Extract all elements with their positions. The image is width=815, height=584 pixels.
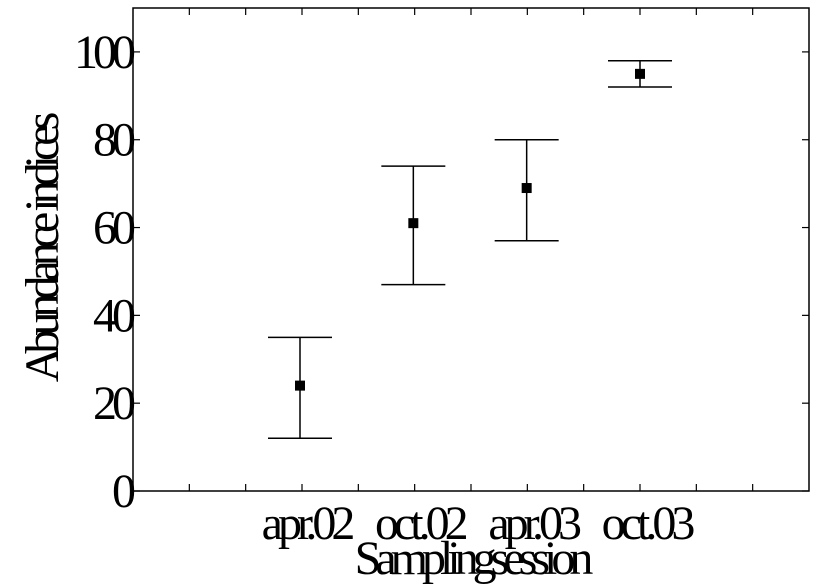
- data-point: [295, 380, 305, 391]
- y-axis: 0 20 40 60 80 100: [74, 26, 809, 518]
- x-axis: apr.02 oct.02 apr.03 oct.03: [188, 8, 754, 550]
- y-tick-label: 0: [112, 465, 135, 518]
- x-axis-label: Samplingsession: [355, 532, 594, 584]
- data-point: [408, 218, 419, 229]
- x-tick-label: apr.02: [262, 497, 354, 550]
- data-point: [521, 183, 532, 194]
- y-axis-label: Abundance indices: [16, 113, 69, 382]
- x-tick-label: apr.03: [488, 497, 581, 550]
- y-tick-label: 20: [93, 377, 135, 430]
- data-point: [634, 68, 645, 79]
- y-tick-label: 60: [93, 202, 135, 255]
- error-bars: [268, 59, 672, 440]
- x-tick-label: oct.03: [602, 497, 695, 550]
- plot-frame: [132, 7, 810, 492]
- x-tick-label: oct.02: [375, 497, 467, 550]
- y-tick-label: 40: [93, 289, 135, 342]
- y-tick-label: 100: [74, 26, 135, 79]
- y-tick-label: 80: [93, 114, 135, 167]
- data-points: [295, 68, 645, 391]
